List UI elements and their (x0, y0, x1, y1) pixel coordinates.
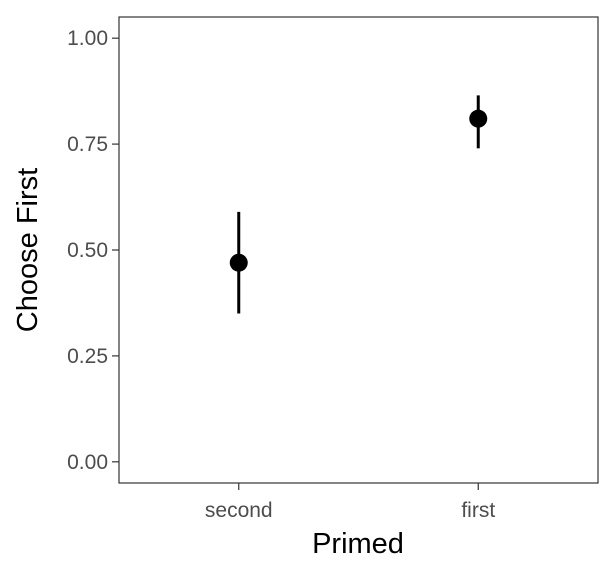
x-tick-label: first (461, 499, 495, 522)
y-tick-label: 1.00 (67, 27, 108, 50)
y-tick-label: 0.50 (67, 239, 108, 262)
plot-panel (118, 16, 599, 484)
data-point (229, 253, 248, 272)
y-axis: 0.00 0.25 0.50 0.75 1.00 (67, 27, 119, 474)
y-tick-label: 0.25 (67, 345, 108, 368)
x-tick-label: second (205, 499, 273, 522)
y-tick-label: 0.75 (67, 133, 108, 156)
x-axis: second first (205, 483, 495, 522)
y-tick-label: 0.00 (67, 451, 108, 474)
data-point (469, 109, 488, 128)
x-axis-title: Primed (312, 528, 404, 560)
data-marks (229, 95, 488, 314)
y-axis-title: Choose First (12, 168, 44, 332)
